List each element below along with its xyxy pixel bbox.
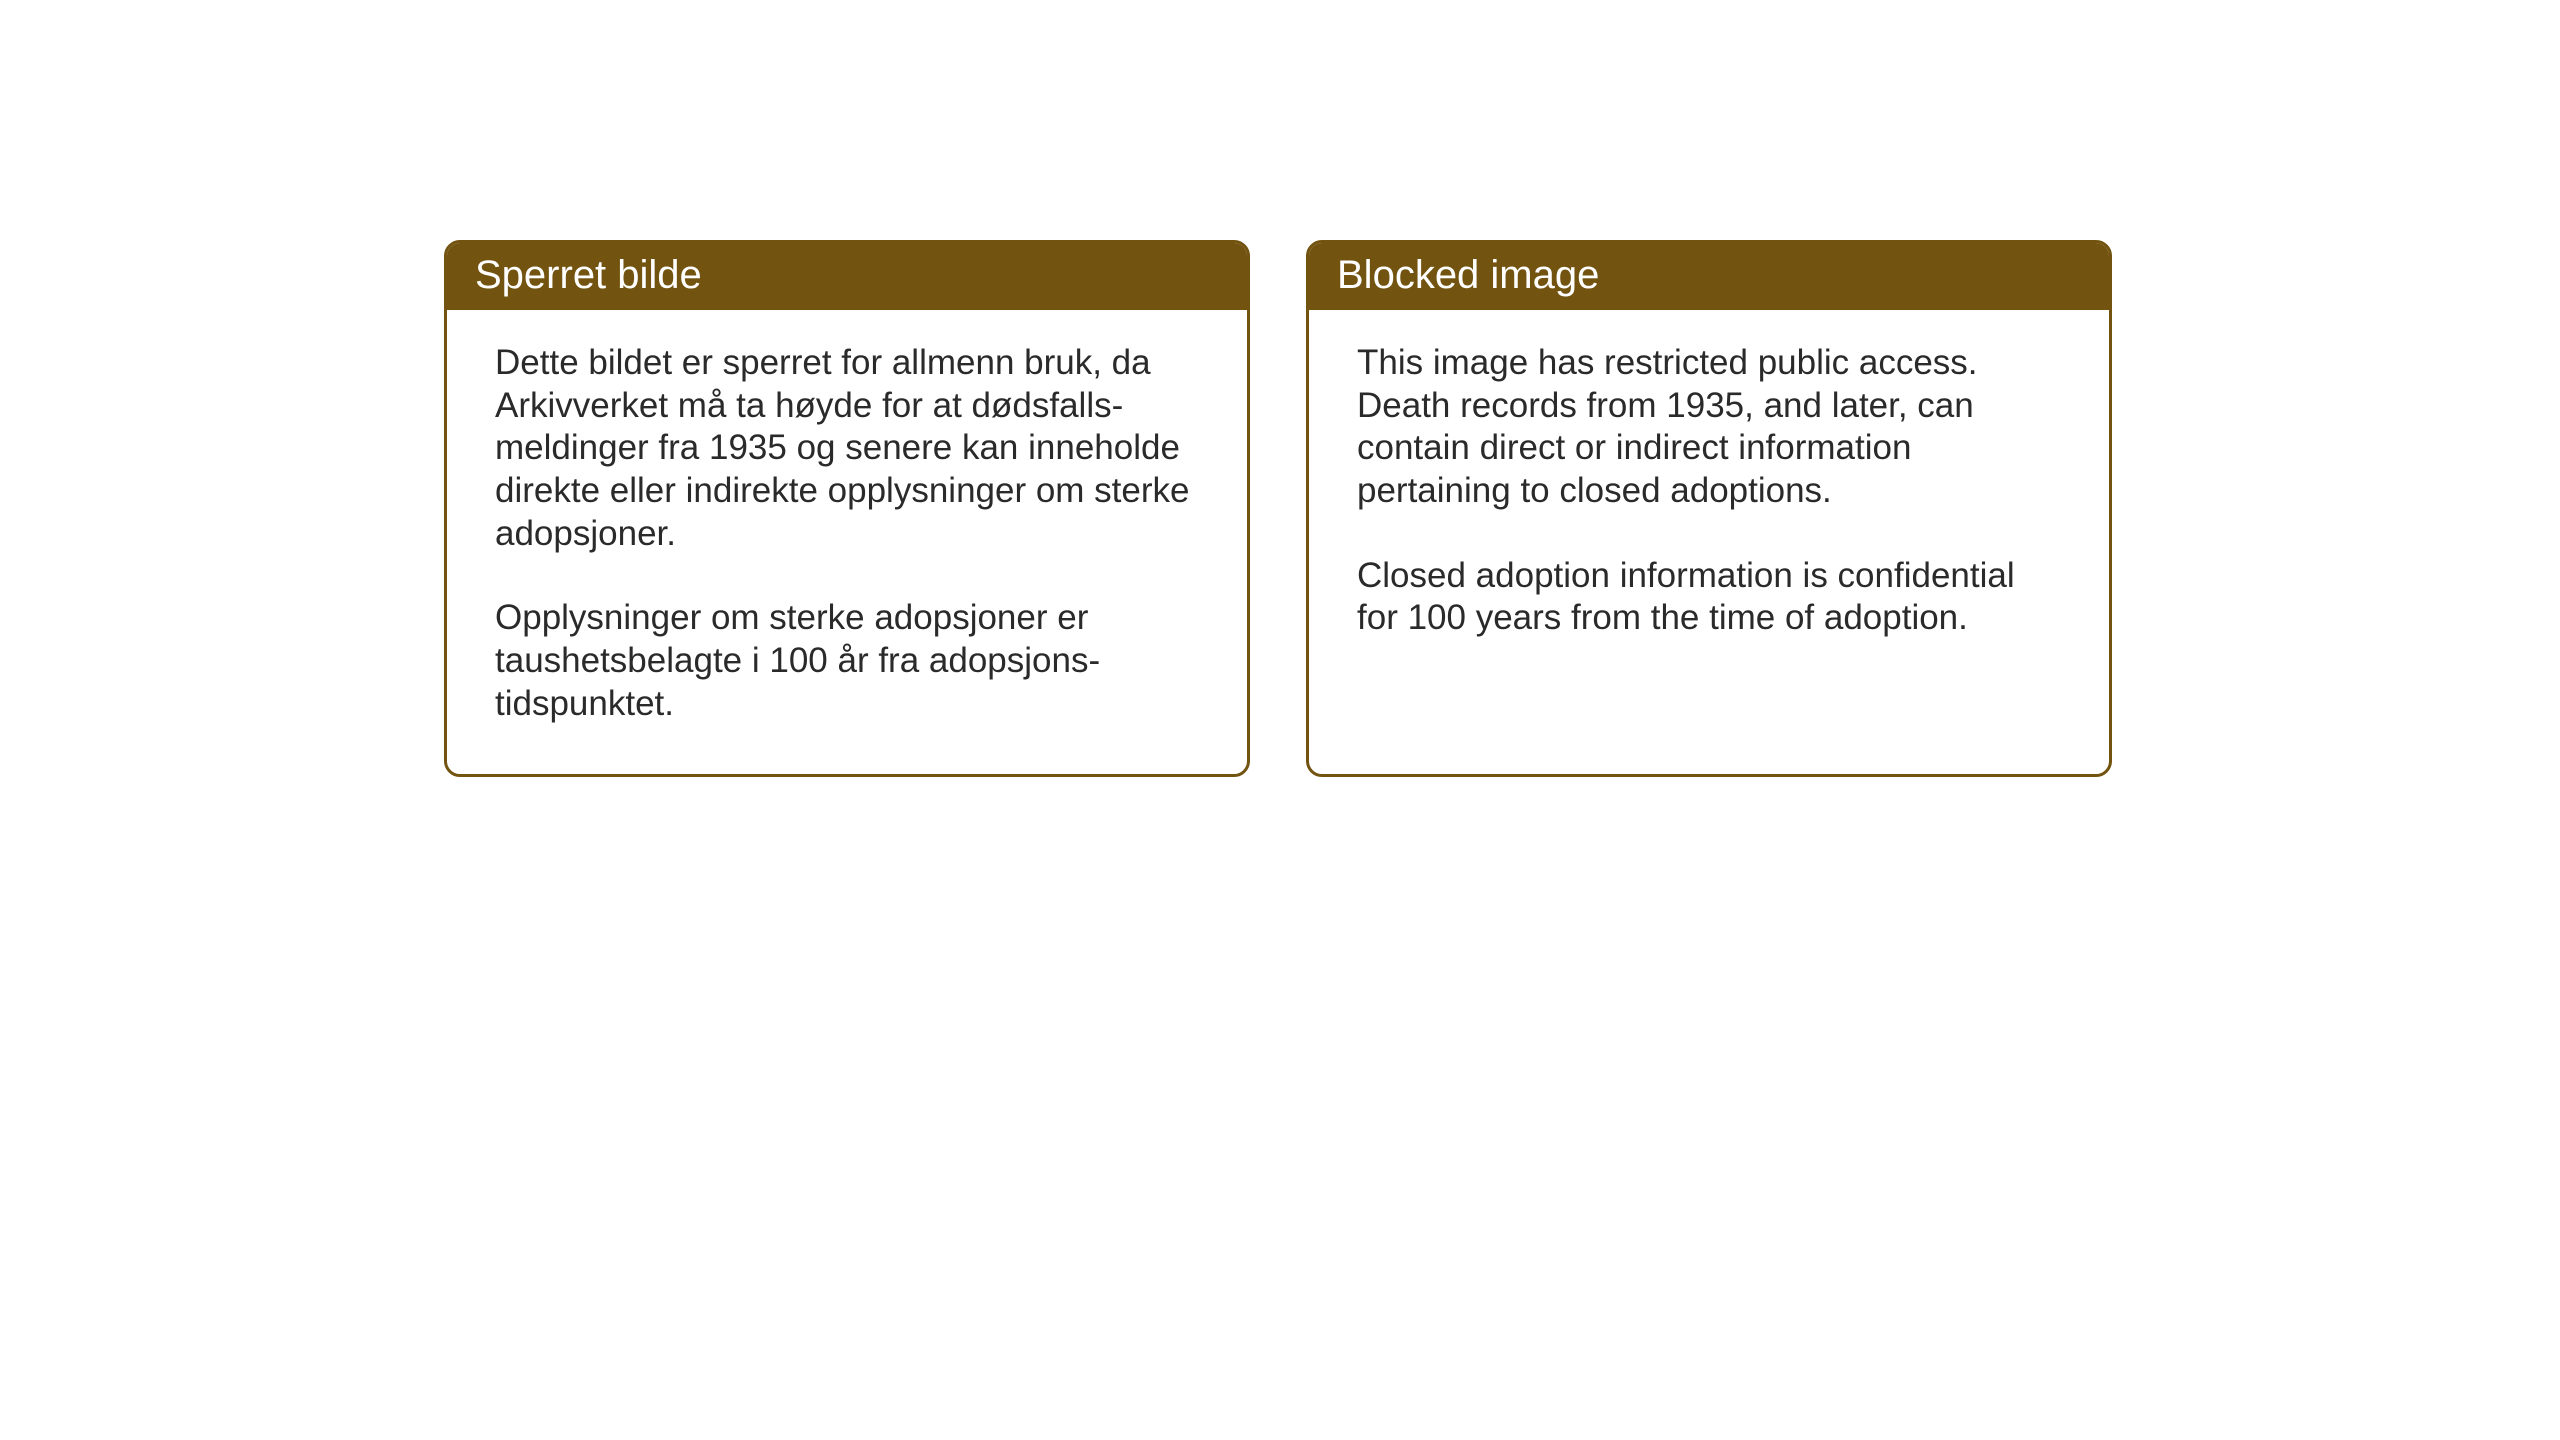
notice-paragraph: Opplysninger om sterke adopsjoner er tau… — [495, 597, 1199, 725]
notice-box-english: Blocked image This image has restricted … — [1306, 240, 2112, 777]
notice-container: Sperret bilde Dette bildet er sperret fo… — [444, 240, 2112, 777]
notice-paragraph: Closed adoption information is confident… — [1357, 555, 2061, 640]
notice-paragraph: This image has restricted public access.… — [1357, 342, 2061, 513]
notice-title-english: Blocked image — [1337, 253, 1599, 297]
notice-title-norwegian: Sperret bilde — [475, 253, 702, 297]
notice-header-english: Blocked image — [1309, 243, 2109, 310]
notice-body-norwegian: Dette bildet er sperret for allmenn bruk… — [447, 310, 1247, 774]
notice-paragraph: Dette bildet er sperret for allmenn bruk… — [495, 342, 1199, 555]
notice-box-norwegian: Sperret bilde Dette bildet er sperret fo… — [444, 240, 1250, 777]
notice-header-norwegian: Sperret bilde — [447, 243, 1247, 310]
notice-body-english: This image has restricted public access.… — [1309, 310, 2109, 688]
